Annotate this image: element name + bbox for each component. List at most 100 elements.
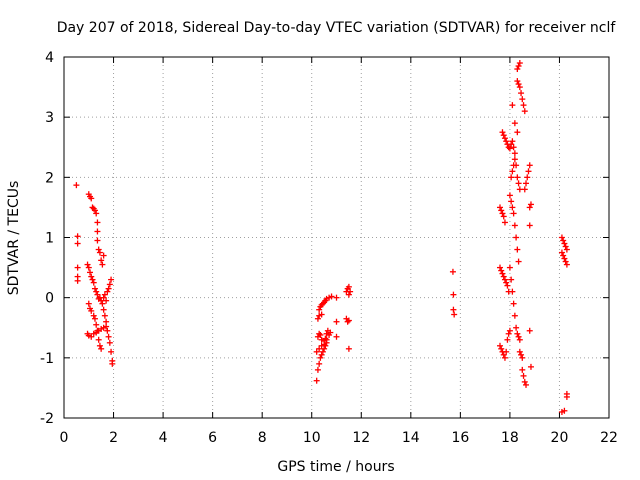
y-tick-label: -2 xyxy=(40,411,54,427)
data-point xyxy=(516,348,523,355)
data-point xyxy=(509,204,516,211)
data-point xyxy=(74,233,81,240)
x-axis: 0 2 4 6 8 10 12 14 16 18 20 22 xyxy=(60,57,618,446)
data-point xyxy=(104,327,111,334)
data-point xyxy=(526,327,533,334)
data-point xyxy=(515,333,522,340)
data-point xyxy=(563,393,570,400)
data-point xyxy=(523,180,530,187)
data-point xyxy=(508,174,515,181)
data-point xyxy=(562,258,569,265)
data-point xyxy=(506,145,513,152)
data-point xyxy=(510,144,517,151)
data-point xyxy=(84,261,91,268)
data-point xyxy=(321,341,328,348)
data-point xyxy=(561,255,568,262)
x-tick-label: 16 xyxy=(451,430,469,446)
data-point xyxy=(515,258,522,265)
data-point xyxy=(314,315,321,322)
data-point xyxy=(333,294,340,301)
data-point xyxy=(451,311,458,318)
data-point xyxy=(74,264,81,271)
data-point xyxy=(95,336,102,343)
data-point xyxy=(500,351,507,358)
y-tick-label: 3 xyxy=(45,110,54,126)
data-point xyxy=(510,210,517,217)
data-point xyxy=(319,348,326,355)
data-point xyxy=(101,291,108,298)
data-point xyxy=(498,345,505,352)
data-point xyxy=(561,240,568,247)
data-point xyxy=(521,378,528,385)
data-point xyxy=(103,318,110,325)
data-point xyxy=(93,321,100,328)
y-tick-label: 1 xyxy=(45,231,54,247)
x-tick-label: 18 xyxy=(501,430,519,446)
data-point xyxy=(510,300,517,307)
data-point xyxy=(527,363,534,370)
x-tick-label: 8 xyxy=(258,430,267,446)
x-tick-label: 2 xyxy=(109,430,118,446)
data-point xyxy=(103,297,110,304)
data-point xyxy=(499,270,506,277)
data-point xyxy=(509,288,516,295)
data-point xyxy=(560,252,567,259)
data-point xyxy=(93,288,100,295)
data-point xyxy=(449,268,456,275)
data-point xyxy=(88,307,95,314)
data-point xyxy=(317,354,324,361)
data-point xyxy=(89,204,96,211)
data-point xyxy=(99,261,106,268)
data-point xyxy=(527,201,534,208)
data-point xyxy=(74,277,81,284)
data-point xyxy=(497,204,503,211)
data-point xyxy=(316,345,323,352)
data-point xyxy=(327,329,334,336)
data-point xyxy=(509,138,516,145)
data-point xyxy=(509,102,516,109)
data-point xyxy=(313,348,320,355)
data-point xyxy=(74,240,81,247)
data-point xyxy=(333,318,340,325)
data-series xyxy=(73,60,570,415)
data-point xyxy=(513,234,520,241)
data-point xyxy=(511,222,518,229)
data-point xyxy=(322,335,329,342)
data-point xyxy=(314,366,321,373)
data-point xyxy=(526,204,533,211)
data-point xyxy=(519,96,526,103)
data-point xyxy=(511,156,518,163)
data-point xyxy=(516,336,523,343)
data-point xyxy=(316,306,323,313)
data-point xyxy=(504,336,511,343)
data-point xyxy=(504,282,511,289)
x-tick-label: 4 xyxy=(159,430,168,446)
data-point xyxy=(98,345,105,352)
data-point xyxy=(561,407,568,414)
data-point xyxy=(518,351,525,358)
data-point xyxy=(514,330,521,337)
data-point xyxy=(515,180,522,187)
data-point xyxy=(499,129,506,136)
x-tick-label: 12 xyxy=(352,430,370,446)
data-point xyxy=(563,261,570,268)
data-point xyxy=(500,273,507,280)
data-point xyxy=(518,90,525,97)
data-point xyxy=(524,174,531,181)
data-point xyxy=(498,207,505,214)
data-point xyxy=(313,377,320,384)
data-point xyxy=(513,162,520,169)
data-point xyxy=(94,291,101,298)
data-point xyxy=(105,285,112,292)
data-point xyxy=(506,264,513,271)
grid xyxy=(64,57,609,418)
data-point xyxy=(94,237,101,244)
data-point xyxy=(497,264,503,271)
data-point xyxy=(525,168,532,175)
data-point xyxy=(108,348,115,355)
data-point xyxy=(501,276,508,283)
data-point xyxy=(101,312,108,319)
data-point xyxy=(347,288,354,295)
data-point xyxy=(98,257,105,264)
